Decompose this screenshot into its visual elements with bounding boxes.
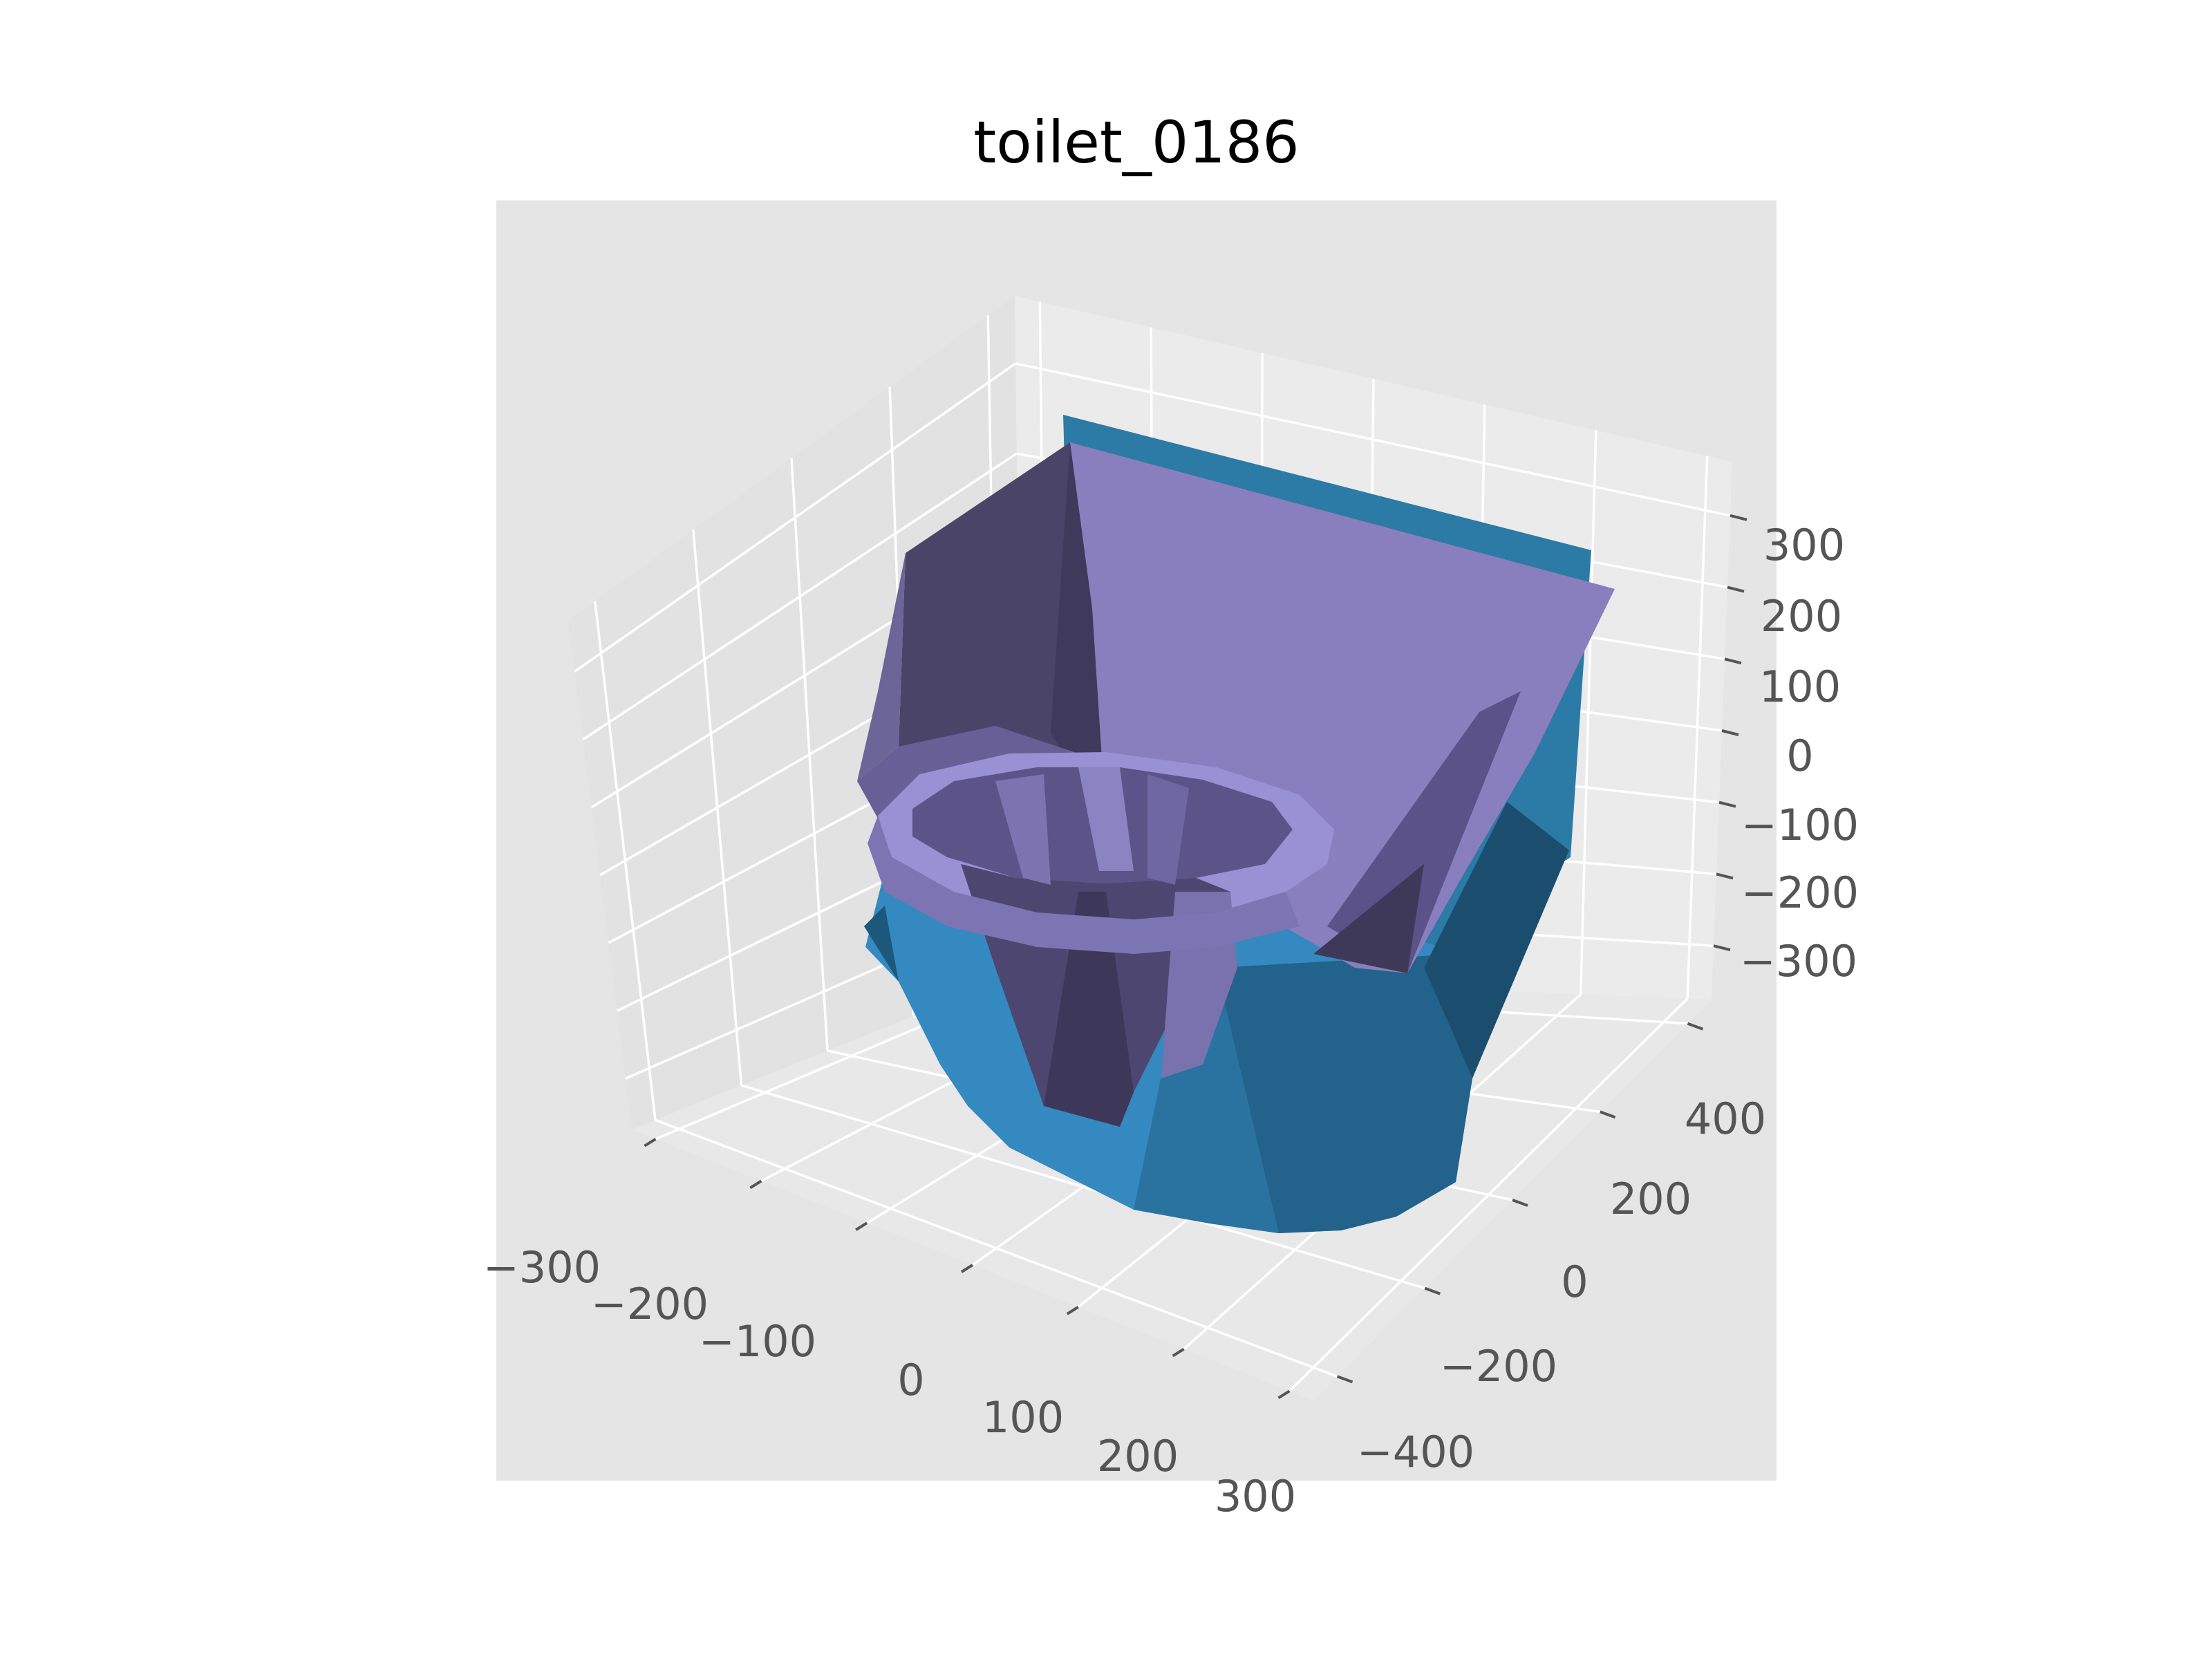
base-side-mid <box>1134 968 1279 1233</box>
x-tick-mark <box>1066 1306 1079 1315</box>
z-tick-mark <box>1721 729 1739 736</box>
z-tick-mark <box>1718 800 1736 808</box>
y-tick-mark <box>1600 1110 1616 1119</box>
z-tick-label: −200 <box>1741 868 1859 918</box>
z-axis-tick-labels: 300 200 100 0 −100 −200 −300 <box>1740 520 1859 986</box>
y-tick-mark <box>1336 1375 1353 1384</box>
y-gridline <box>740 1084 1425 1290</box>
z-tick-mark <box>1727 585 1745 593</box>
base-right-edge <box>1424 802 1569 1078</box>
seat-right-dark <box>1313 864 1424 973</box>
x-tick-mark <box>960 1264 974 1273</box>
base-underside <box>864 906 899 982</box>
z-tick-label: −100 <box>1741 800 1859 850</box>
tick-marks <box>644 514 1747 1399</box>
x-tick-mark <box>1277 1389 1291 1399</box>
lid-ridge <box>1051 442 1106 823</box>
z-tick-label: 0 <box>1786 731 1813 781</box>
z-tick-label: 300 <box>1763 520 1845 570</box>
toilet-mesh <box>857 415 1615 1233</box>
x-tick-label: 100 <box>982 1392 1064 1443</box>
y-tick-mark <box>1424 1286 1441 1295</box>
z-tick-label: 100 <box>1759 662 1841 712</box>
y-tick-mark <box>1512 1199 1528 1207</box>
rim-front-lip <box>868 816 1300 954</box>
y-tick-label: 0 <box>1561 1257 1588 1307</box>
x-tick-mark <box>1172 1347 1185 1358</box>
x-tick-label: −100 <box>699 1316 816 1367</box>
seat-and-lid <box>857 442 1615 1127</box>
y-tick-label: 200 <box>1610 1174 1691 1224</box>
x-tick-label: 0 <box>897 1355 924 1405</box>
bowl-inner-fin-1 <box>995 774 1051 885</box>
x-tick-label: −200 <box>591 1279 709 1329</box>
y-tick-label: −400 <box>1357 1427 1474 1477</box>
chart-title: toilet_0186 <box>973 109 1299 176</box>
seat-right-flank <box>1327 691 1521 973</box>
y-tick-label: 400 <box>1685 1094 1766 1144</box>
lid-left-wing <box>857 553 906 781</box>
x-tick-mark <box>644 1138 657 1147</box>
x-tick-mark <box>749 1179 762 1190</box>
bowl-inner-fin-2 <box>1078 767 1134 871</box>
y-gridline <box>655 1118 1338 1378</box>
x-tick-mark <box>855 1221 868 1231</box>
z-tick-mark <box>1730 514 1747 521</box>
z-gridline-left <box>574 362 1017 673</box>
x-tick-label: 300 <box>1215 1471 1296 1521</box>
y-tick-label: −200 <box>1440 1341 1557 1391</box>
z-gridline-left <box>582 452 1018 741</box>
z-tick-label: 200 <box>1761 591 1842 641</box>
z-gridline-back <box>1015 362 1731 517</box>
z-tick-mark <box>1716 872 1734 880</box>
z-tick-mark <box>1713 944 1731 952</box>
z-tick-label: −300 <box>1740 936 1857 986</box>
z-tick-mark <box>1724 657 1742 665</box>
x-tick-label: −300 <box>483 1242 601 1293</box>
x-axis-tick-labels: −300 −200 −100 0 100 200 300 <box>483 1242 1296 1521</box>
y-axis-tick-labels: −400 −200 0 200 400 <box>1357 1094 1766 1477</box>
y-tick-mark <box>1687 1022 1704 1031</box>
x-tick-label: 200 <box>1097 1431 1179 1481</box>
bowl-inner-fin-3 <box>1147 774 1189 885</box>
